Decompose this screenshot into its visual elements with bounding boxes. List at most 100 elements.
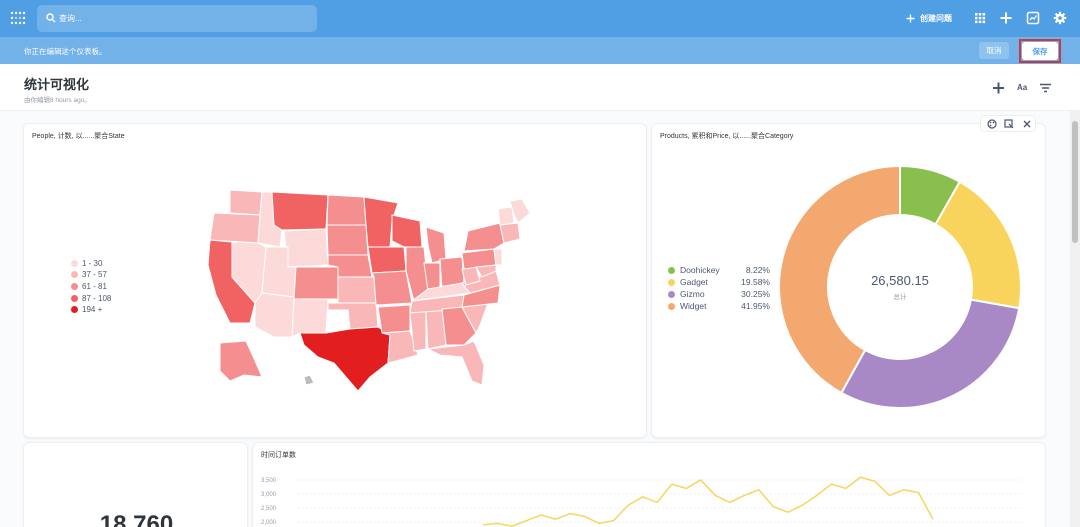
replace-card-icon[interactable]: [1004, 119, 1014, 129]
cancel-button[interactable]: 取消: [979, 42, 1009, 59]
close-icon[interactable]: [1022, 119, 1032, 129]
y-tick-label: 2,500: [261, 506, 277, 512]
y-tick-label: 2,000: [261, 520, 277, 526]
state-south-dakota: [326, 224, 369, 256]
state-maine: [509, 198, 530, 224]
state-wyoming: [283, 228, 329, 268]
pie-legend-item: Doohickey 8.22%: [668, 265, 770, 275]
donut-total-label: 总计: [893, 294, 907, 301]
state-colorado: [293, 266, 339, 300]
state-vermont-nh: [497, 206, 515, 226]
legend-label: 194 +: [82, 305, 103, 314]
y-tick-label: 3,500: [261, 478, 277, 484]
y-tick-label: 3,000: [261, 492, 277, 498]
plus-icon: [906, 14, 915, 22]
map-legend-item: 61 - 81: [71, 282, 107, 291]
legend-label: Gadget: [680, 277, 708, 287]
legend-label: Gizmo: [680, 289, 705, 299]
map-legend-item: 1 - 30: [71, 259, 102, 268]
state-arizona: [254, 292, 295, 338]
state-arkansas: [377, 304, 411, 334]
state-texas: [299, 326, 391, 392]
state-oklahoma: [327, 302, 379, 330]
state-florida: [426, 340, 485, 386]
state-missouri: [371, 270, 413, 306]
map-card-title: People, 计数, 以......聚合State: [32, 133, 125, 140]
page-subtitle: 由你编辑8 hours ago。: [24, 97, 91, 104]
legend-swatch: [71, 283, 78, 290]
scrollbar-thumb[interactable]: [1072, 121, 1078, 243]
legend-swatch: [668, 290, 675, 298]
state-iowa: [367, 246, 407, 274]
new-question-label: 创建问题: [920, 13, 952, 23]
map-legend-item: 87 - 108: [71, 294, 111, 303]
legend-swatch: [71, 271, 78, 278]
state-washington: [229, 189, 263, 216]
legend-swatch: [668, 302, 675, 310]
new-question-button[interactable]: 创建问题: [906, 11, 952, 25]
line-card-title: 时间订单数: [261, 452, 296, 459]
legend-swatch: [668, 266, 675, 274]
donut-slice-gadget[interactable]: [934, 180, 1022, 310]
state-new-mexico: [291, 298, 329, 338]
legend-percent: 41.95%: [741, 301, 770, 311]
legend-swatch: [71, 260, 78, 267]
legend-percent: 8.22%: [745, 265, 770, 275]
add-card-icon[interactable]: [992, 81, 1005, 95]
palette-icon[interactable]: [987, 119, 997, 129]
map-legend-item: 37 - 57: [71, 270, 107, 279]
donut-slice-widget[interactable]: [778, 165, 901, 395]
dashboard-icon[interactable]: [1026, 11, 1040, 25]
dashboard-header: 统计可视化 由你编辑8 hours ago。: [0, 64, 1080, 111]
state-maryland: [475, 264, 497, 278]
line-card: 时间订单数: [252, 442, 1046, 527]
legend-label: 37 - 57: [82, 270, 107, 279]
legend-label: 87 - 108: [82, 294, 112, 303]
card-actions: [980, 115, 1036, 132]
legend-label: 1 - 30: [82, 259, 103, 268]
search-input[interactable]: [59, 5, 309, 32]
save-button[interactable]: 保存: [1022, 42, 1058, 60]
edit-bar: 你正在编辑这个仪表板。: [0, 37, 1080, 64]
pie-legend-item: Gadget 19.58%: [668, 277, 770, 287]
legend-label: Doohickey: [680, 265, 720, 275]
donut-chart[interactable]: [778, 165, 1022, 409]
state-louisiana: [381, 330, 419, 364]
pie-legend-item: Gizmo 30.25%: [668, 289, 770, 299]
logo-icon[interactable]: [10, 11, 26, 25]
grid-icon[interactable]: [973, 11, 987, 25]
state-oregon: [209, 212, 261, 244]
line-chart[interactable]: 3,500 3,000 2,500 2,000: [253, 443, 1045, 527]
legend-percent: 19.58%: [741, 277, 770, 287]
text-card-button[interactable]: Aa: [1017, 83, 1028, 92]
state-new-jersey: [493, 248, 503, 266]
save-highlight: [1019, 39, 1061, 63]
gear-icon[interactable]: [1053, 11, 1067, 25]
legend-swatch: [71, 306, 78, 313]
legend-label: 61 - 81: [82, 282, 107, 291]
search-icon: [46, 13, 56, 23]
state-hawaii: [303, 374, 315, 386]
state-montana: [271, 191, 329, 231]
legend-swatch: [71, 295, 78, 302]
pie-card-title: Products, 累积和Price, 以......聚合Category: [660, 133, 794, 140]
scrollbar-track[interactable]: [1070, 111, 1080, 527]
map-legend-item: 194 +: [71, 305, 102, 314]
state-new-york: [463, 222, 505, 252]
search-bar[interactable]: [37, 5, 317, 32]
series-line[interactable]: [482, 476, 934, 527]
legend-swatch: [668, 278, 675, 286]
legend-percent: 30.25%: [741, 289, 770, 299]
page-title: 统计可视化: [24, 77, 90, 92]
pie-legend-item: Widget 41.95%: [668, 301, 770, 311]
us-map[interactable]: [200, 185, 530, 395]
legend-label: Widget: [680, 301, 707, 311]
state-michigan: [425, 226, 447, 264]
donut-total-value: 26,580.15: [871, 273, 929, 288]
edit-message: 你正在编辑这个仪表板。: [24, 47, 107, 56]
add-icon[interactable]: [999, 11, 1013, 25]
number-value: 18,760: [99, 511, 174, 527]
filter-icon[interactable]: [1039, 81, 1052, 95]
donut-slice-gizmo[interactable]: [840, 298, 1021, 409]
state-wisconsin: [391, 214, 423, 248]
